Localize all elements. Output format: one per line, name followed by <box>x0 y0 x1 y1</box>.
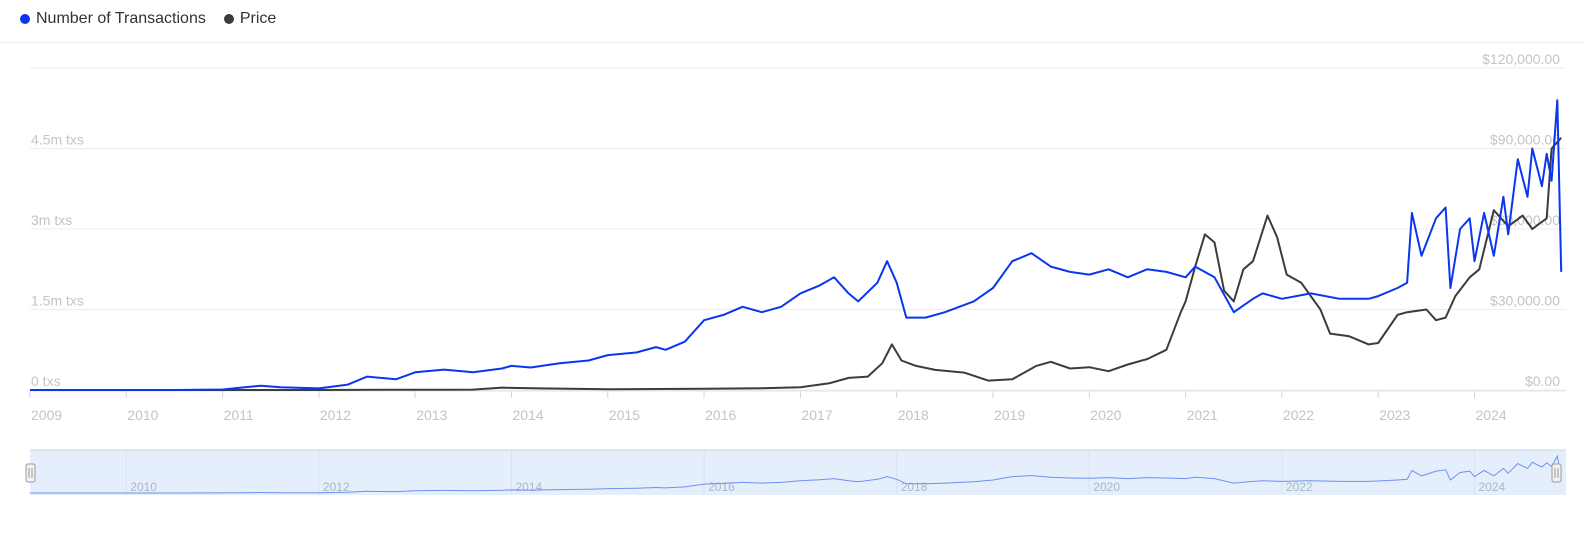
x-tick-label: 2013 <box>416 407 447 423</box>
navigator-tick-label: 2016 <box>708 480 735 494</box>
x-tick-label: 2021 <box>1187 407 1218 423</box>
x-tick-label: 2018 <box>898 407 929 423</box>
legend-divider <box>0 42 1584 43</box>
legend-label-transactions: Number of Transactions <box>36 10 206 27</box>
x-tick-label: 2010 <box>127 407 158 423</box>
x-tick-label: 2016 <box>705 407 736 423</box>
legend-item-transactions[interactable]: Number of Transactions <box>20 10 206 28</box>
x-tick-label: 2014 <box>513 407 544 423</box>
x-tick-label: 2017 <box>801 407 832 423</box>
price-series-line <box>30 137 1562 391</box>
price-color-dot <box>223 14 234 24</box>
navigator-tick-label: 2018 <box>901 480 928 494</box>
navigator-tick-label: 2022 <box>1286 480 1313 494</box>
navigator-tick-label: 2020 <box>1093 480 1120 494</box>
y-right-tick-label: $30,000.00 <box>1490 293 1560 309</box>
x-tick-label: 2011 <box>224 407 254 423</box>
x-tick-label: 2020 <box>1090 407 1121 423</box>
chart-legend: Number of Transactions Price <box>20 10 276 28</box>
x-tick-label: 2015 <box>609 407 640 423</box>
y-right-tick-label: $90,000.00 <box>1490 132 1560 148</box>
navigator-tick-label: 2014 <box>516 480 543 494</box>
y-left-tick-label: 3m txs <box>31 212 72 228</box>
legend-label-price: Price <box>239 10 277 27</box>
y-left-tick-label: 4.5m txs <box>31 132 84 148</box>
transactions-color-dot <box>20 14 30 24</box>
x-tick-label: 2009 <box>31 407 62 423</box>
navigator-tick-label: 2010 <box>130 480 157 494</box>
x-tick-label: 2012 <box>320 407 351 423</box>
transactions-series-line <box>30 99 1563 391</box>
x-tick-label: 2024 <box>1476 407 1507 423</box>
navigator-left-handle[interactable] <box>25 463 36 483</box>
y-left-tick-label: 1.5m txs <box>31 293 84 309</box>
y-right-tick-label: $0.00 <box>1525 373 1560 389</box>
navigator-tick-label: 2024 <box>1479 480 1506 494</box>
navigator-series-line <box>30 454 1562 494</box>
navigator-tick-label: 2012 <box>323 480 350 494</box>
x-tick-label: 2023 <box>1379 407 1410 423</box>
navigator-right-handle[interactable] <box>1551 463 1562 483</box>
navigator-window[interactable] <box>30 450 1566 495</box>
y-left-tick-label: 0 txs <box>31 373 61 389</box>
x-tick-label: 2019 <box>994 407 1025 423</box>
x-tick-label: 2022 <box>1283 407 1314 423</box>
legend-item-price[interactable]: Price <box>223 10 277 28</box>
y-right-tick-label: $120,000.00 <box>1482 51 1560 67</box>
